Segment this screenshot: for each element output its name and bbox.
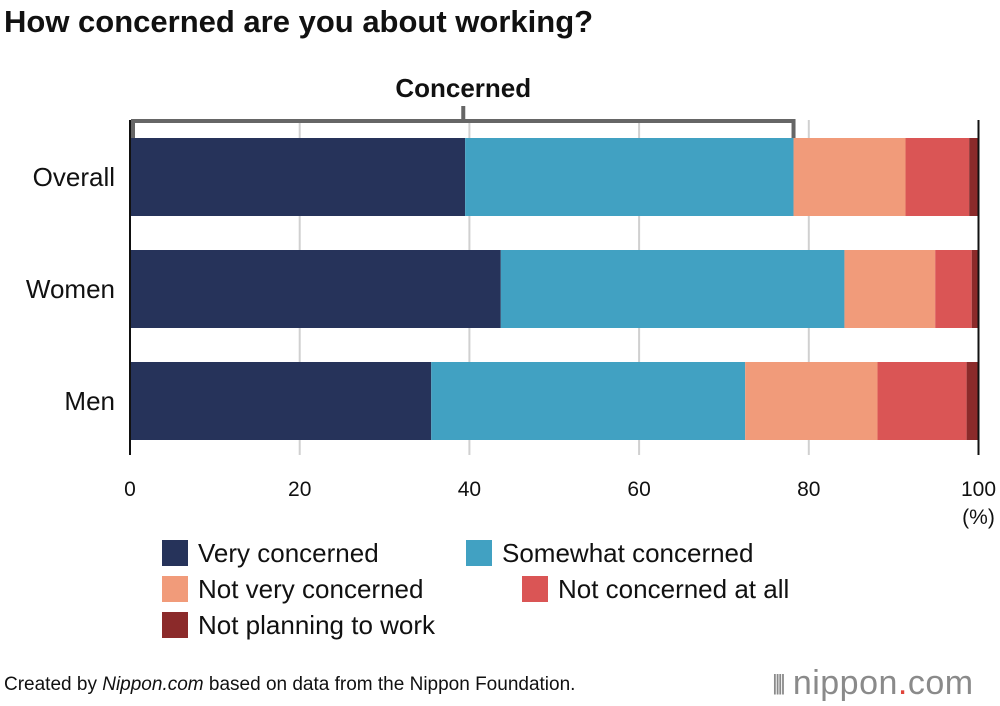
chart-title: How concerned are you about working? (4, 4, 594, 39)
legend-swatch (162, 540, 188, 566)
bar-segment (905, 138, 970, 216)
logo-bars-icon: |||| (772, 670, 786, 695)
legend-label: Not planning to work (198, 610, 436, 640)
legend-swatch (466, 540, 492, 566)
legend-label: Not very concerned (198, 574, 423, 604)
category-label: Men (64, 386, 115, 416)
bar-segment (745, 362, 878, 440)
x-unit-label: (%) (962, 506, 995, 529)
bar-segment (935, 250, 972, 328)
bar-segment (793, 138, 906, 216)
source-credit: Created by Nippon.com based on data from… (4, 674, 575, 696)
bar-segment (969, 138, 979, 216)
bar-segment (431, 362, 746, 440)
x-tick-label: 80 (797, 478, 820, 501)
x-tick-label: 0 (124, 478, 136, 501)
category-label: Women (26, 274, 115, 304)
bar-segment (966, 362, 979, 440)
bar-segment (465, 138, 794, 216)
credit-site: Nippon.com (102, 674, 204, 695)
bracket-label: Concerned (395, 73, 531, 103)
bar-segment (877, 362, 967, 440)
bar-segment (844, 250, 936, 328)
legend-label: Very concerned (198, 538, 379, 568)
x-tick-label: 40 (458, 478, 481, 501)
bar-segment (971, 250, 979, 328)
bar-segment (500, 250, 845, 328)
nippon-logo: |||| nippon.com (772, 664, 974, 703)
legend-swatch (522, 576, 548, 602)
credit-suffix: based on data from the Nippon Foundation… (203, 674, 576, 695)
x-tick-label: 100 (961, 478, 996, 501)
credit-prefix: Created by (4, 674, 103, 695)
legend-swatch (162, 612, 188, 638)
concerned-bracket (131, 106, 796, 138)
bar-segment (130, 250, 501, 328)
logo-tld: com (907, 664, 974, 702)
x-tick-label: 60 (627, 478, 650, 501)
legend-label: Somewhat concerned (502, 538, 753, 568)
x-tick-label: 20 (288, 478, 311, 501)
legend-label: Not concerned at all (558, 574, 789, 604)
bar-segment (130, 362, 432, 440)
category-label: Overall (33, 162, 115, 192)
logo-dot: . (897, 664, 908, 702)
legend-swatch (162, 576, 188, 602)
logo-text: nippon (792, 664, 898, 702)
bar-segment (130, 138, 466, 216)
